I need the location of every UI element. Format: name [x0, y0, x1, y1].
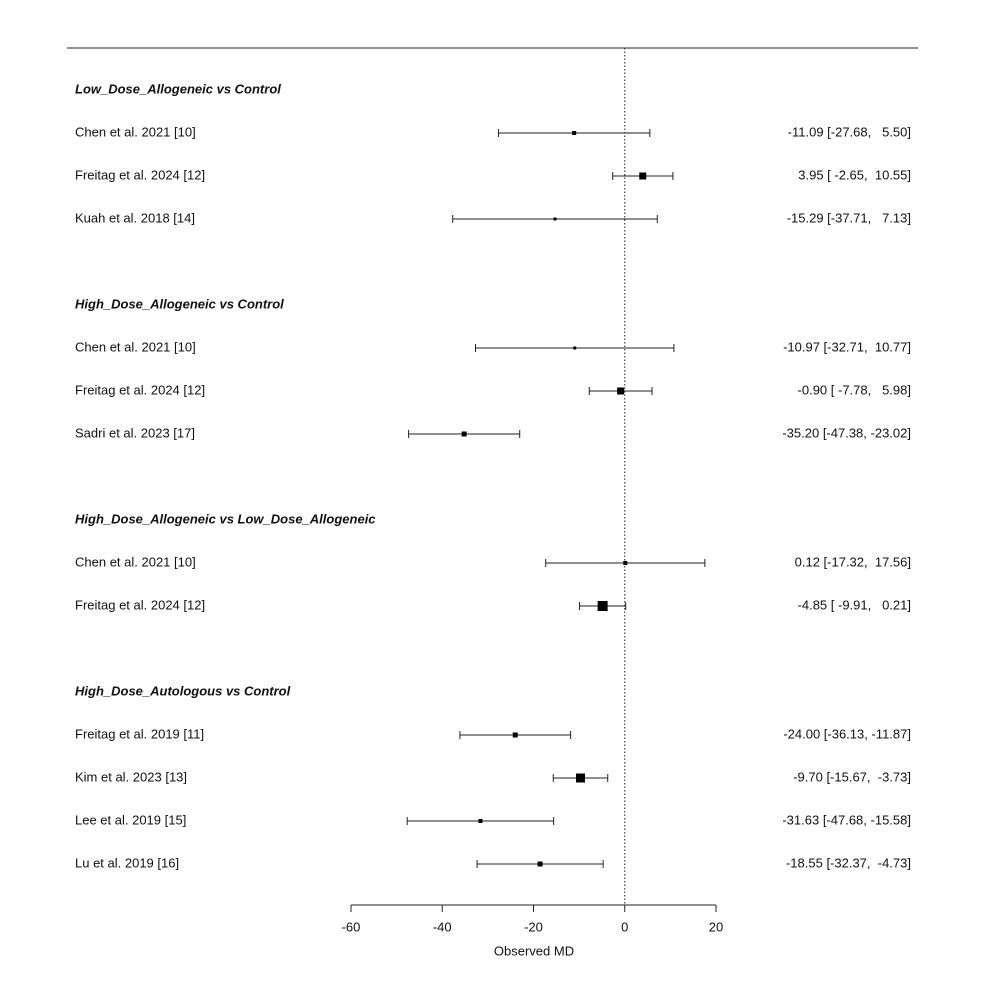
estimate-square [623, 561, 628, 565]
estimate-label: -24.00 [-36.13, -11.87] [783, 726, 911, 741]
estimate-label: -15.29 [-37.71, 7.13] [787, 210, 911, 225]
group-title: Low_Dose_Allogeneic vs Control [75, 81, 281, 96]
study-label: Sadri et al. 2023 [17] [75, 425, 195, 440]
estimate-square [537, 861, 543, 867]
group-title: High_Dose_Allogeneic vs Low_Dose_Allogen… [75, 511, 376, 526]
x-tick-label: 0 [621, 919, 628, 934]
estimate-square [597, 601, 608, 611]
estimate-label: -11.09 [-27.68, 5.50] [788, 124, 911, 139]
estimate-label: -0.90 [ -7.78, 5.98] [798, 382, 911, 397]
estimate-square [512, 732, 518, 738]
x-tick-label: -20 [524, 919, 543, 934]
study-label: Lee et al. 2019 [15] [75, 812, 186, 827]
group-title: High_Dose_Allogeneic vs Control [75, 296, 284, 311]
estimate-square [553, 217, 557, 221]
estimate-label: -31.63 [-47.68, -15.58] [782, 812, 911, 827]
study-label: Chen et al. 2021 [10] [75, 554, 196, 569]
study-label: Lu et al. 2019 [16] [75, 855, 179, 870]
estimate-square [461, 431, 467, 437]
estimate-label: 3.95 [ -2.65, 10.55] [798, 167, 911, 182]
estimate-label: -18.55 [-32.37, -4.73] [786, 855, 911, 870]
study-label: Freitag et al. 2019 [11] [75, 726, 204, 741]
study-label: Freitag et al. 2024 [12] [75, 597, 205, 612]
study-label: Chen et al. 2021 [10] [75, 339, 196, 354]
study-label: Kuah et al. 2018 [14] [75, 210, 195, 225]
estimate-square [575, 773, 585, 783]
estimate-square [617, 387, 625, 395]
x-tick-label: 20 [709, 919, 723, 934]
estimate-label: -4.85 [ -9.91, 0.21] [798, 597, 911, 612]
estimate-square [572, 131, 577, 135]
group-title: High_Dose_Autologous vs Control [75, 683, 291, 698]
x-tick-label: -60 [342, 919, 361, 934]
estimate-label: 0.12 [-17.32, 17.56] [795, 554, 911, 569]
study-label: Freitag et al. 2024 [12] [75, 382, 205, 397]
study-label: Freitag et al. 2024 [12] [75, 167, 205, 182]
estimate-label: -9.70 [-15.67, -3.73] [793, 769, 911, 784]
study-label: Chen et al. 2021 [10] [75, 124, 196, 139]
study-label: Kim et al. 2023 [13] [75, 769, 187, 784]
estimate-square [639, 172, 647, 180]
estimate-square [573, 346, 577, 350]
x-axis-label: Observed MD [494, 943, 574, 958]
estimate-label: -35.20 [-47.38, -23.02] [782, 425, 911, 440]
estimate-label: -10.97 [-32.71, 10.77] [783, 339, 911, 354]
estimate-square [478, 819, 483, 823]
x-tick-label: -40 [433, 919, 452, 934]
